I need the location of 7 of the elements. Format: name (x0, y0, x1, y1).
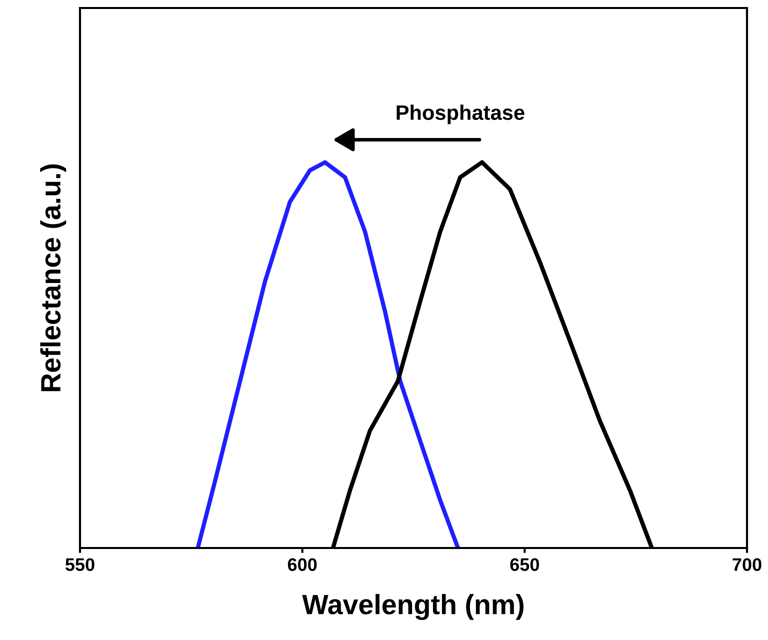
text: Phosphatase (396, 104, 524, 124)
x-tick-label: 550 (65, 558, 94, 571)
x-axis-title: Wavelength (nm) (302, 594, 524, 620)
x-tick-label: 700 (732, 558, 762, 571)
x-tick-label: 650 (510, 558, 539, 571)
x-tick-label: 600 (288, 558, 317, 571)
y-axis-title: Reflectance (a.u.) (40, 164, 66, 392)
